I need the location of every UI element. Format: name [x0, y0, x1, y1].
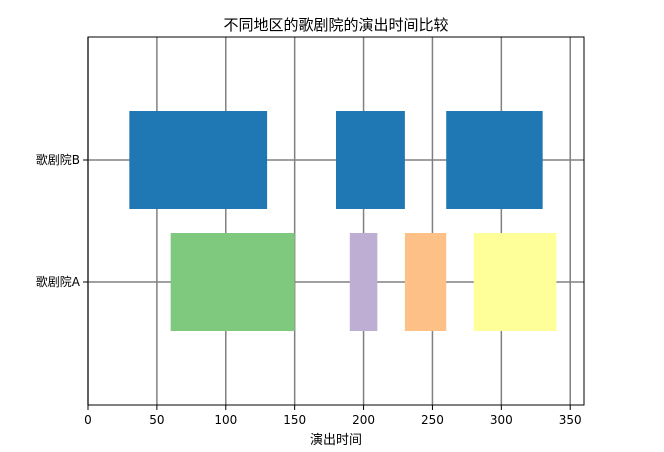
grid: [87, 37, 584, 405]
chart-title: 不同地区的歌剧院的演出时间比较: [223, 16, 448, 34]
x-tick-label: 150: [283, 413, 306, 427]
bar-segment: [349, 233, 378, 331]
y-ticks: 歌剧院A 歌剧院B: [36, 152, 88, 289]
x-tick-label: 50: [149, 413, 164, 427]
x-tick-label: 100: [214, 413, 237, 427]
x-tick-label: 0: [84, 413, 92, 427]
x-ticks: 0 50 100 150 200 250 300 350: [84, 405, 582, 427]
bar-segment: [473, 233, 557, 331]
y-tick-label: 歌剧院B: [36, 152, 80, 167]
plot-frame: [87, 36, 585, 406]
bar-segment: [129, 111, 268, 209]
bars: [129, 111, 557, 331]
x-tick-label: 350: [559, 413, 582, 427]
bar-segment: [170, 233, 295, 331]
x-axis-label: 演出时间: [310, 432, 362, 448]
bar-segment: [404, 233, 447, 331]
x-tick-label: 250: [421, 413, 444, 427]
y-tick-label: 歌剧院A: [36, 274, 81, 289]
bar-segment: [336, 111, 405, 209]
x-tick-label: 300: [490, 413, 513, 427]
bar-segment: [446, 111, 543, 209]
x-tick-label: 200: [352, 413, 375, 427]
